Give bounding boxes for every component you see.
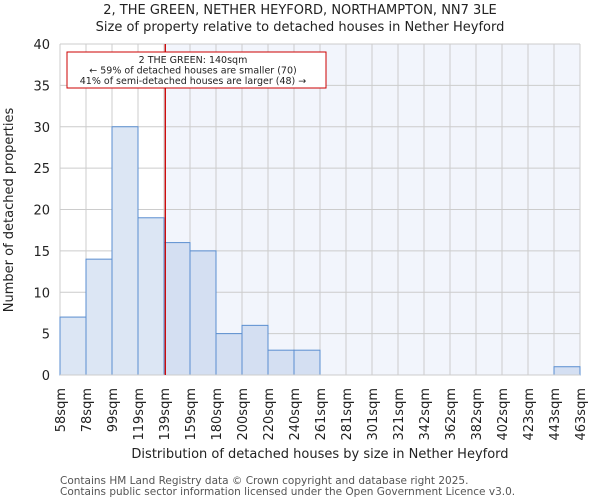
annotation-line-2: ← 59% of detached houses are smaller (70…	[89, 66, 296, 77]
x-tick-label: 362sqm	[444, 388, 459, 441]
x-tick-label: 220sqm	[262, 388, 277, 441]
x-tick-label: 301sqm	[366, 388, 381, 441]
x-tick-label: 78sqm	[80, 388, 95, 432]
x-tick-label: 402sqm	[496, 388, 511, 441]
y-tick-label: 30	[33, 121, 50, 136]
histogram-bar	[553, 366, 581, 376]
y-tick-label: 10	[33, 286, 50, 301]
footer-line-2: Contains public sector information licen…	[60, 486, 515, 498]
footer-line-1: Contains HM Land Registry data © Crown c…	[60, 475, 468, 487]
x-tick-label: 423sqm	[522, 388, 537, 441]
y-tick-label: 5	[42, 328, 50, 343]
histogram-bar	[293, 349, 321, 376]
x-tick-label: 443sqm	[548, 388, 563, 441]
annotation-line-3: 41% of semi-detached houses are larger (…	[80, 76, 307, 87]
x-tick-label: 200sqm	[236, 388, 251, 441]
histogram-bar	[189, 250, 217, 376]
annotation-line-1: 2 THE GREEN: 140sqm	[139, 55, 248, 66]
x-tick-label: 261sqm	[314, 388, 329, 441]
x-tick-label: 180sqm	[210, 388, 225, 441]
x-tick-label: 321sqm	[392, 388, 407, 441]
y-tick-label: 15	[33, 245, 50, 260]
x-tick-label: 159sqm	[184, 388, 199, 441]
x-tick-label: 119sqm	[132, 388, 147, 441]
histogram-bar	[85, 258, 113, 376]
y-tick-label: 35	[33, 79, 50, 94]
histogram-bar	[267, 349, 295, 376]
histogram-bar	[215, 333, 243, 376]
y-tick-label: 20	[33, 204, 50, 219]
x-tick-label: 99sqm	[106, 388, 121, 432]
histogram-bar	[59, 316, 87, 376]
x-tick-label: 281sqm	[340, 388, 355, 441]
chart-title: 2, THE GREEN, NETHER HEYFORD, NORTHAMPTO…	[103, 3, 497, 18]
chart-subtitle: Size of property relative to detached ho…	[96, 20, 505, 35]
x-axis-label: Distribution of detached houses by size …	[131, 447, 508, 462]
x-tick-label: 342sqm	[418, 388, 433, 441]
histogram-bar	[241, 324, 269, 376]
x-tick-label: 139sqm	[158, 388, 173, 441]
x-tick-label: 382sqm	[470, 388, 485, 441]
histogram-bar	[137, 217, 165, 376]
x-tick-label: 58sqm	[54, 388, 69, 432]
x-tick-label: 240sqm	[288, 388, 303, 441]
annotation-box	[66, 51, 327, 89]
histogram-bar	[111, 126, 139, 376]
y-tick-label: 40	[33, 38, 50, 53]
y-tick-label: 0	[42, 369, 50, 384]
y-tick-label: 25	[33, 162, 50, 177]
y-axis-label: Number of detached properties	[2, 108, 17, 313]
histogram-bar	[163, 242, 191, 376]
plot-area: 0 5 10 15 20 25 30 35 40 58sqm 78sqm 99sqm 119sqm 139…	[33, 38, 589, 441]
x-tick-label: 463sqm	[574, 388, 589, 441]
